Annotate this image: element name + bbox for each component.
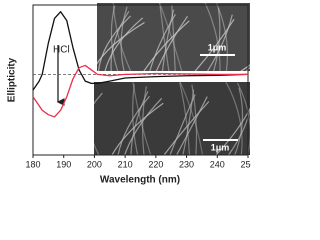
sem-insets: 1μm 1μm	[65, 2, 250, 160]
chart: 1μm 1μm HCl Wavelength (nm) Ellipticity …	[7, 2, 251, 186]
series-line	[32, 11, 249, 91]
fiber	[227, 108, 250, 155]
fiber	[141, 86, 147, 155]
fiber	[74, 79, 96, 160]
x-tick-label: 190	[56, 159, 71, 169]
fiber	[191, 84, 198, 155]
x-tick-label: 200	[87, 159, 102, 169]
x-tick-label: 230	[179, 159, 194, 169]
fiber	[65, 2, 83, 76]
fiber	[216, 3, 229, 71]
fiber	[204, 3, 221, 71]
x-tick-label: 210	[118, 159, 133, 169]
fiber	[120, 6, 128, 71]
fiber	[225, 82, 243, 155]
x-tick-label: 180	[25, 159, 40, 169]
fiber	[112, 3, 132, 71]
scale-label: 1μm	[208, 42, 227, 52]
fiber	[104, 17, 144, 71]
fiber	[206, 14, 233, 71]
x-tick-label: 240	[210, 159, 225, 169]
fiber	[175, 96, 208, 155]
annotation: HCl	[53, 45, 70, 56]
fiber	[110, 10, 130, 71]
fiber	[149, 14, 176, 71]
axes-frame	[32, 4, 249, 156]
fiber	[212, 7, 221, 71]
fiber	[215, 107, 250, 155]
fiber	[182, 89, 195, 155]
fiber	[132, 82, 152, 155]
fiber	[194, 18, 235, 71]
fiber	[94, 142, 100, 155]
fiber	[110, 4, 119, 71]
fiber	[143, 20, 190, 71]
fiber	[94, 92, 103, 105]
fiber	[234, 87, 244, 155]
fiber	[179, 82, 191, 155]
scale-label: 1μm	[211, 142, 230, 152]
fiber	[158, 3, 183, 71]
fiber	[124, 97, 163, 155]
fiber	[179, 82, 204, 155]
fiber	[132, 84, 139, 155]
fiber	[80, 86, 89, 160]
x-tick-label: 220	[148, 159, 163, 169]
fiber	[245, 66, 250, 71]
fiber	[159, 3, 170, 71]
x-axis-label: Wavelength (nm)	[100, 175, 180, 186]
fiber	[171, 5, 176, 71]
fiber	[97, 21, 145, 65]
x-tick-label: 250	[240, 159, 251, 169]
series-line	[32, 64, 248, 118]
y-axis-label: Ellipticity	[7, 57, 18, 102]
fiber	[98, 15, 132, 71]
fiber	[155, 15, 188, 71]
